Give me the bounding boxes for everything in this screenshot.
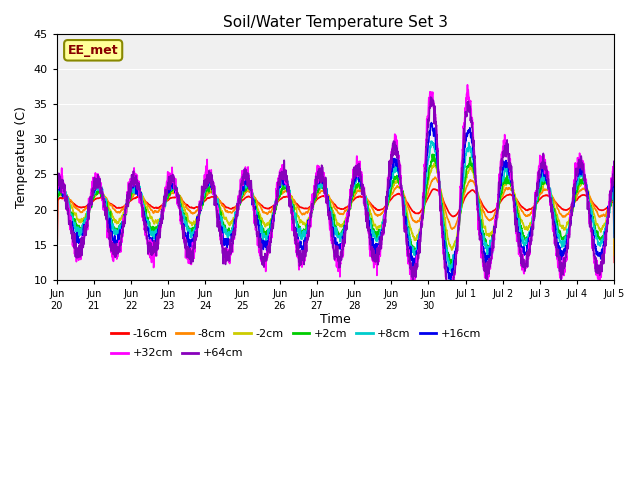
+64cm: [540, 164, 548, 169]
-2cm: [600, 224, 607, 229]
Line: +32cm: +32cm: [57, 85, 614, 304]
-16cm: [150, 205, 157, 211]
+16cm: [540, 169, 548, 175]
Y-axis label: Temperature (C): Temperature (C): [15, 106, 28, 208]
+64cm: [446, 294, 454, 300]
Text: EE_met: EE_met: [68, 44, 118, 57]
+64cm: [611, 170, 618, 176]
+16cm: [447, 279, 454, 285]
+16cm: [600, 241, 607, 247]
+8cm: [116, 229, 124, 235]
-2cm: [267, 217, 275, 223]
-16cm: [429, 186, 437, 192]
+32cm: [267, 232, 275, 238]
-16cm: [600, 207, 607, 213]
+2cm: [291, 211, 299, 217]
+32cm: [600, 252, 607, 257]
Line: +8cm: +8cm: [57, 141, 614, 272]
Line: -2cm: -2cm: [57, 164, 614, 259]
Line: -16cm: -16cm: [57, 189, 614, 275]
+16cm: [428, 120, 435, 125]
Title: Soil/Water Temperature Set 3: Soil/Water Temperature Set 3: [223, 15, 448, 30]
+2cm: [429, 151, 436, 157]
+8cm: [291, 213, 299, 219]
-8cm: [611, 250, 618, 256]
+32cm: [291, 240, 299, 245]
-16cm: [540, 193, 547, 199]
+2cm: [600, 233, 607, 239]
+2cm: [611, 230, 618, 236]
-16cm: [116, 205, 124, 211]
+8cm: [53, 245, 61, 251]
+2cm: [116, 222, 124, 228]
-2cm: [540, 181, 547, 187]
-16cm: [611, 260, 618, 265]
+64cm: [600, 258, 607, 264]
+16cm: [611, 234, 618, 240]
+8cm: [267, 229, 275, 235]
+32cm: [150, 256, 157, 262]
+32cm: [116, 239, 124, 244]
Line: -8cm: -8cm: [57, 177, 614, 273]
-2cm: [53, 256, 61, 262]
-2cm: [611, 252, 618, 258]
+2cm: [540, 180, 547, 186]
+16cm: [53, 236, 61, 242]
+64cm: [53, 263, 61, 269]
+32cm: [611, 166, 618, 172]
-8cm: [431, 174, 439, 180]
Line: +64cm: +64cm: [57, 97, 614, 297]
+8cm: [540, 173, 548, 179]
-8cm: [53, 270, 61, 276]
-8cm: [540, 186, 547, 192]
+32cm: [540, 152, 548, 157]
+8cm: [600, 230, 607, 236]
+32cm: [53, 257, 61, 263]
+64cm: [267, 237, 275, 242]
-16cm: [53, 272, 61, 278]
-8cm: [116, 209, 124, 215]
-2cm: [116, 216, 124, 222]
+16cm: [150, 245, 157, 251]
-16cm: [267, 204, 275, 210]
+16cm: [116, 229, 124, 235]
+8cm: [447, 269, 455, 275]
-2cm: [291, 205, 299, 211]
X-axis label: Time: Time: [320, 313, 351, 326]
Line: +16cm: +16cm: [57, 122, 614, 282]
+2cm: [150, 227, 157, 232]
-2cm: [431, 161, 438, 167]
+64cm: [427, 94, 435, 100]
+64cm: [150, 250, 157, 256]
+8cm: [150, 231, 157, 237]
-16cm: [291, 199, 299, 204]
-8cm: [150, 210, 157, 216]
+8cm: [611, 235, 618, 241]
-8cm: [600, 211, 607, 217]
-8cm: [267, 209, 275, 215]
Legend: +32cm, +64cm: +32cm, +64cm: [107, 344, 248, 363]
+16cm: [291, 227, 299, 233]
+64cm: [116, 242, 124, 248]
+64cm: [291, 226, 299, 231]
+2cm: [53, 269, 61, 275]
-8cm: [291, 199, 299, 204]
+32cm: [445, 301, 453, 307]
+8cm: [428, 138, 436, 144]
+2cm: [267, 221, 275, 227]
-2cm: [150, 219, 157, 225]
+32cm: [463, 82, 471, 88]
+16cm: [267, 230, 275, 236]
Line: +2cm: +2cm: [57, 154, 614, 272]
